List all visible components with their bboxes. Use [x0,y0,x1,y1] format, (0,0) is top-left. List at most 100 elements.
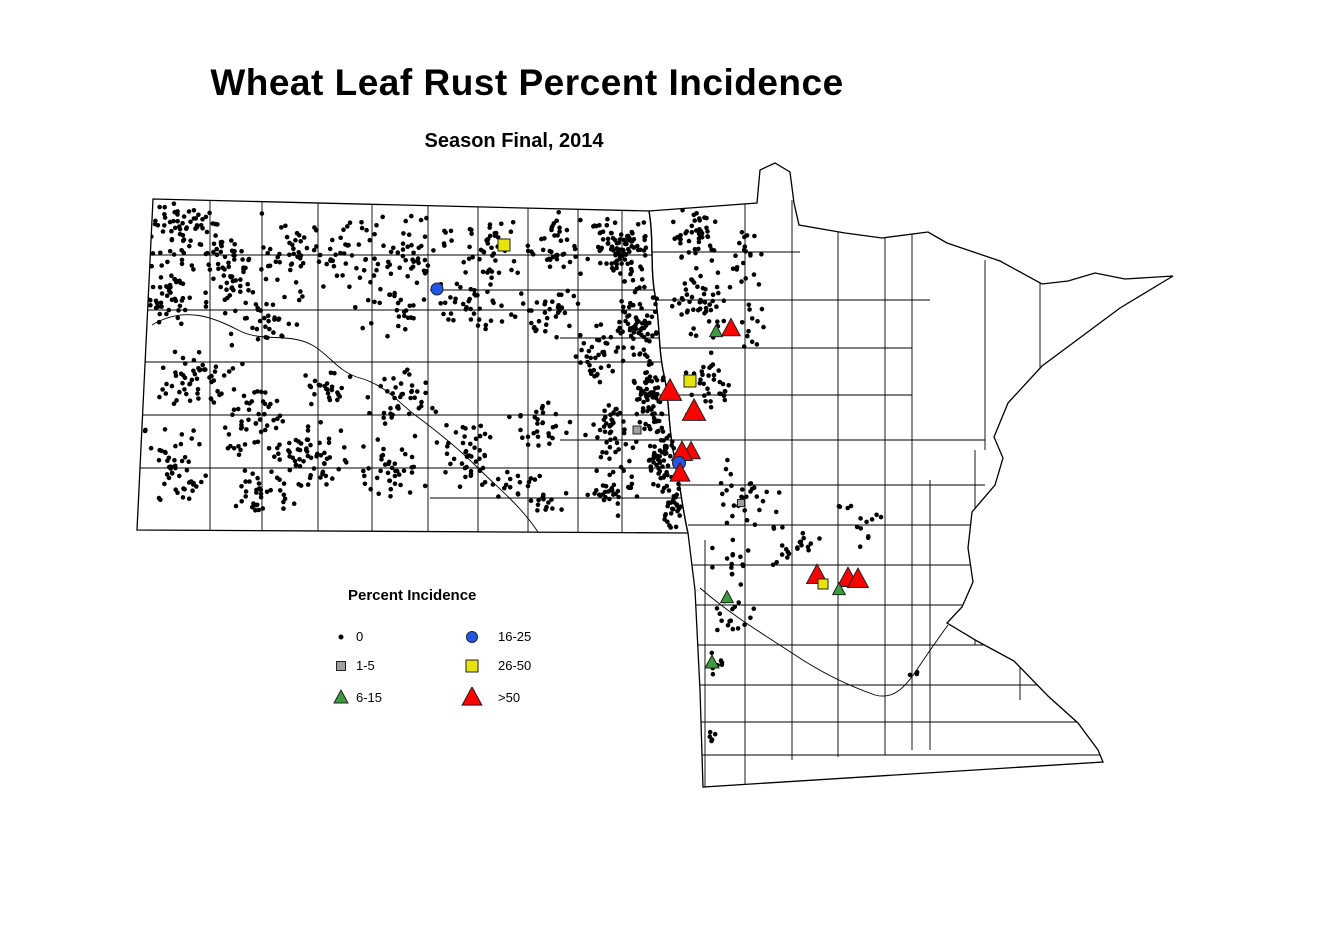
survey-dot [779,543,785,548]
survey-dot [661,438,666,443]
incidence-marker-triangle [681,397,707,421]
survey-dot [693,333,699,339]
survey-dot [297,464,303,469]
survey-dot [613,449,618,455]
survey-dot [739,320,745,325]
survey-dot [400,241,406,246]
incidence-markers-layer [430,238,870,669]
survey-dot [639,277,645,282]
legend-item-26-50: 26-50 [459,655,531,677]
survey-dot [305,428,311,433]
survey-dot [622,309,628,315]
survey-dot [179,261,185,267]
survey-dot [635,222,641,227]
survey-dot [728,618,734,623]
survey-dot [605,216,610,222]
survey-dot [637,285,642,290]
survey-dot [730,513,735,519]
survey-dot [600,237,606,242]
survey-dot [477,448,483,453]
survey-dot [706,373,711,378]
survey-dot [448,461,453,467]
survey-dot [180,495,186,500]
survey-dot [179,321,184,327]
survey-dot [715,627,720,633]
survey-dot [159,291,165,296]
survey-dot [709,258,715,263]
survey-dot [607,430,613,436]
survey-dot [806,547,811,553]
survey-dot [547,264,553,270]
survey-dot [203,473,208,479]
survey-dot [304,449,310,454]
survey-dot [255,336,261,342]
survey-dot [728,471,734,477]
survey-dot [664,470,669,475]
survey-dot [434,440,440,445]
incidence-marker-triangle [719,589,735,604]
survey-dot [324,482,329,487]
survey-dot [314,228,319,233]
survey-dot [284,234,290,240]
survey-dot [748,615,753,621]
survey-dot [321,284,326,289]
survey-dot [751,485,757,491]
survey-dot [446,317,451,322]
survey-dot [738,582,744,587]
survey-dot [686,250,692,255]
survey-dot [388,486,394,492]
survey-dot [144,218,150,223]
survey-dot [298,289,303,294]
survey-dot [375,437,381,442]
survey-dot [412,433,418,439]
survey-dot [556,210,561,215]
survey-dot [760,498,766,504]
survey-dot [525,483,531,489]
survey-dot [324,261,330,267]
survey-dot [647,443,653,449]
survey-dot [468,317,474,322]
survey-dot [293,437,299,443]
survey-dot [562,310,568,316]
survey-dot [388,494,393,499]
survey-dot [739,230,745,235]
survey-dot [546,400,551,406]
survey-dot [720,381,726,387]
survey-dot [540,403,545,409]
survey-dot [665,519,670,525]
survey-dot [528,476,534,481]
survey-dot [316,382,322,388]
survey-dot [347,374,353,380]
survey-dot [277,457,283,462]
survey-dot [716,290,721,296]
survey-dot [232,257,237,262]
survey-dot [388,249,394,255]
survey-dot [396,472,402,477]
survey-dot [246,407,252,413]
survey-dot [164,284,169,289]
survey-dot [736,600,741,605]
survey-dot [301,235,307,240]
survey-dot [214,252,220,258]
survey-dot [729,483,734,489]
survey-dot [704,215,709,221]
survey-dot [228,331,234,337]
survey-dot [336,392,341,398]
survey-dot [722,389,728,394]
survey-dot [411,303,416,308]
survey-dot [266,313,271,319]
survey-dot [374,475,380,481]
survey-dot [207,210,212,216]
survey-dot [526,479,532,485]
survey-dot [188,219,193,225]
survey-dot [196,212,201,218]
survey-dot [256,411,262,417]
survey-dot [362,473,367,479]
survey-dot [701,291,707,297]
survey-dot [386,259,391,265]
survey-dot [468,471,474,477]
survey-dot [452,299,458,305]
survey-dot [716,368,721,373]
survey-dot [490,482,496,487]
survey-dot [749,316,755,321]
